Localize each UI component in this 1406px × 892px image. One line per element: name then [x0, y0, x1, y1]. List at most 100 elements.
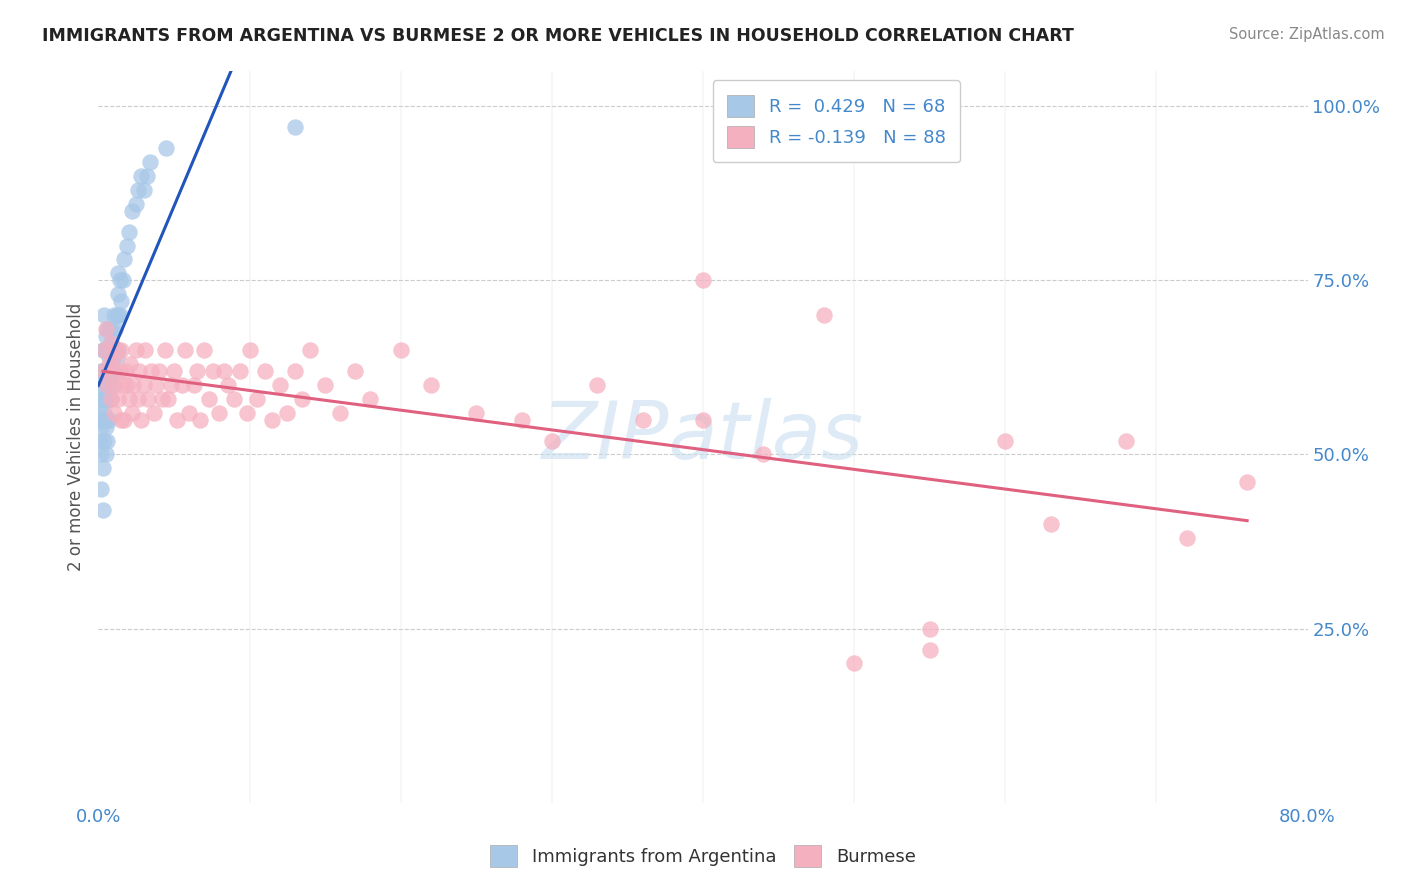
Point	[360, 392, 382, 406]
Point	[139, 155, 162, 169]
Point	[93, 377, 115, 392]
Point	[90, 392, 112, 406]
Point	[918, 642, 941, 657]
Point	[89, 412, 111, 426]
Point	[132, 183, 155, 197]
Point	[107, 287, 129, 301]
Point	[166, 412, 188, 426]
Point	[96, 434, 118, 448]
Point	[160, 377, 183, 392]
Point	[120, 357, 142, 371]
Point	[100, 392, 122, 406]
Point	[90, 448, 112, 462]
Point	[239, 343, 262, 357]
Point	[253, 364, 276, 378]
Point	[276, 406, 298, 420]
Point	[90, 419, 112, 434]
Point	[96, 392, 118, 406]
Text: Source: ZipAtlas.com: Source: ZipAtlas.com	[1229, 27, 1385, 42]
Point	[631, 412, 654, 426]
Point	[94, 448, 117, 462]
Point	[89, 377, 111, 392]
Point	[101, 350, 124, 364]
Point	[212, 364, 235, 378]
Point	[96, 322, 118, 336]
Point	[208, 406, 231, 420]
Legend: R =  0.429   N = 68, R = -0.139   N = 88: R = 0.429 N = 68, R = -0.139 N = 88	[713, 80, 960, 162]
Point	[148, 364, 170, 378]
Point	[540, 434, 562, 448]
Point	[91, 364, 114, 378]
Point	[101, 364, 124, 378]
Point	[101, 377, 124, 392]
Point	[103, 364, 125, 378]
Point	[112, 412, 135, 426]
Point	[98, 412, 121, 426]
Point	[179, 406, 201, 420]
Point	[108, 273, 131, 287]
Point	[127, 392, 149, 406]
Point	[93, 308, 115, 322]
Point	[101, 322, 124, 336]
Point	[103, 350, 125, 364]
Point	[284, 364, 307, 378]
Point	[125, 196, 148, 211]
Point	[90, 483, 112, 497]
Point	[420, 377, 443, 392]
Point	[93, 406, 115, 420]
Point	[918, 622, 941, 636]
Point	[98, 322, 121, 336]
Point	[98, 350, 121, 364]
Point	[118, 225, 141, 239]
Point	[94, 392, 117, 406]
Point	[389, 343, 412, 357]
Point	[229, 364, 252, 378]
Point	[115, 377, 138, 392]
Point	[108, 364, 131, 378]
Point	[155, 141, 177, 155]
Point	[91, 343, 114, 357]
Point	[107, 343, 129, 357]
Point	[91, 392, 114, 406]
Point	[107, 392, 129, 406]
Point	[299, 343, 322, 357]
Point	[96, 377, 118, 392]
Point	[170, 377, 193, 392]
Point	[1115, 434, 1137, 448]
Point	[105, 350, 128, 364]
Point	[110, 412, 132, 426]
Point	[91, 412, 114, 426]
Point	[114, 364, 136, 378]
Point	[104, 377, 127, 392]
Point	[98, 377, 121, 392]
Point	[108, 308, 131, 322]
Point	[163, 364, 186, 378]
Point	[103, 343, 125, 357]
Point	[96, 343, 118, 357]
Legend: Immigrants from Argentina, Burmese: Immigrants from Argentina, Burmese	[484, 838, 922, 874]
Point	[121, 406, 143, 420]
Point	[586, 377, 609, 392]
Point	[129, 412, 152, 426]
Point	[135, 169, 157, 183]
Point	[111, 273, 134, 287]
Point	[115, 238, 138, 252]
Point	[173, 343, 195, 357]
Point	[193, 343, 215, 357]
Point	[692, 273, 714, 287]
Point	[93, 343, 115, 357]
Point	[96, 412, 118, 426]
Point	[100, 336, 122, 351]
Point	[510, 412, 533, 426]
Point	[89, 399, 111, 413]
Point	[103, 406, 125, 420]
Point	[107, 266, 129, 280]
Point	[94, 419, 117, 434]
Point	[136, 392, 159, 406]
Point	[150, 392, 173, 406]
Point	[344, 364, 367, 378]
Point	[329, 406, 352, 420]
Point	[134, 343, 156, 357]
Point	[93, 343, 115, 357]
Point	[262, 412, 284, 426]
